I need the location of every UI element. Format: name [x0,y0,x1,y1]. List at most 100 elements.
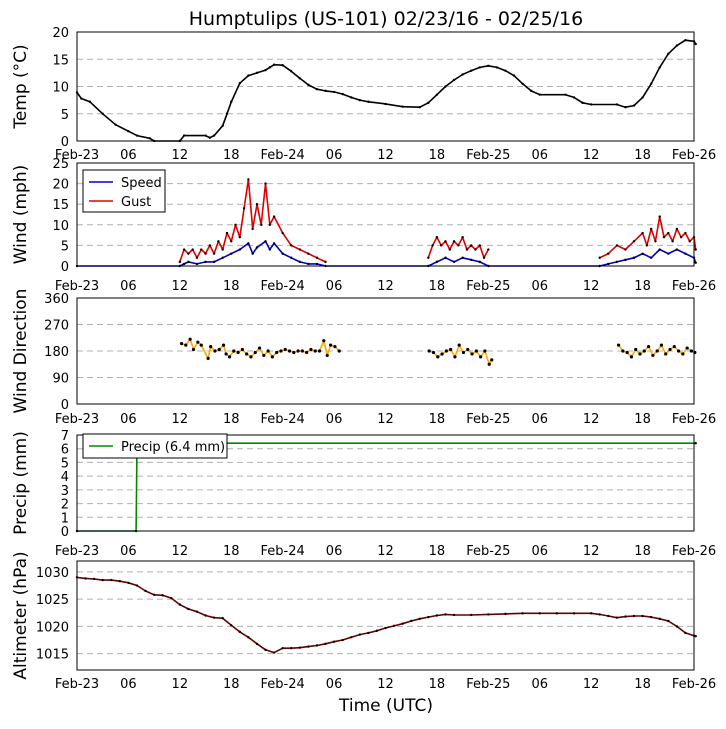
series-point-wind [315,262,319,266]
series-point-wind [461,235,464,239]
wind-direction-point [461,350,466,355]
series-point-wind [452,260,456,264]
series-point-temp [88,100,92,103]
series-point-altimeter [221,617,224,620]
x-tick-label-precip: 18 [634,544,651,559]
x-tick-label-temp: 12 [172,148,189,163]
series-point-wind [255,246,259,249]
series-point-altimeter [504,612,507,616]
x-tick-label-wind: 06 [531,279,548,294]
wind-direction-point [196,340,200,344]
wind-direction-point [646,344,651,349]
series-point-altimeter [598,613,601,616]
series-point-altimeter [238,630,242,634]
series-point-wind [221,256,224,259]
x-tick-label-altimeter: 06 [531,677,548,692]
series-point-wind [264,182,267,185]
series-point-wind [212,252,216,255]
series-point-wind [478,260,481,264]
series-point-altimeter [684,631,687,635]
series-point-wind [474,248,477,251]
x-tick-label-temp: 18 [634,148,651,163]
series-point-temp [264,68,267,72]
series-point-wind [457,244,460,247]
wind-direction-segment [326,344,332,356]
series-point-altimeter [272,651,276,654]
x-tick-label-wind_dir: Feb-25 [466,412,510,427]
wind-direction-point [466,347,470,352]
y-tick-label-precip: 2 [61,498,69,513]
series-point-wind [195,256,199,259]
series-point-wind [208,244,212,247]
y-tick-label-precip: 3 [61,484,69,499]
series-point-altimeter [469,613,473,617]
x-tick-label-wind: 18 [429,279,446,294]
series-point-temp [307,83,310,87]
series-point-wind [290,256,293,259]
y-tick-label-wind: 25 [52,157,69,172]
series-point-altimeter [307,645,310,648]
wind-direction-point [296,349,300,353]
legend-entry-wind: Speed [121,176,162,191]
x-axis-label: Time (UTC) [338,696,433,716]
x-tick-label-temp: Feb-23 [55,148,99,163]
series-point-wind [187,260,190,264]
series-point-altimeter [332,640,336,643]
series-point-wind [465,248,469,251]
series-point-altimeter [694,635,697,638]
wind-direction-point [191,347,196,352]
series-point-wind [268,223,272,226]
wind-direction-point [431,350,436,355]
plot-frame-precip [76,434,695,532]
series-point-temp [281,64,284,67]
series-point-altimeter [118,579,122,583]
wind-direction-point [659,343,664,347]
series-point-temp [350,96,353,99]
y-axis-label-wind_dir: Wind Direction [11,289,31,414]
series-point-altimeter [92,577,96,581]
series-point-altimeter [170,596,173,600]
wind-direction-point [329,343,333,347]
series-point-temp [589,103,593,106]
chart-title: Humptulips (US-101) 02/23/16 - 02/25/16 [189,8,584,30]
y-tick-label-precip: 0 [61,525,69,540]
series-point-wind [431,244,434,247]
wind-direction-segment [318,340,325,352]
wind-direction-point [209,344,213,349]
wind-direction-point [317,349,322,353]
series-point-wind [260,223,263,226]
series-point-wind [675,248,679,251]
series-point-altimeter [607,614,610,618]
wind-direction-point [642,349,646,353]
wind-direction-point [621,349,625,353]
wind-direction-point [292,350,296,355]
series-point-temp [632,104,636,107]
wind-direction-point [436,355,440,359]
series-point-altimeter [538,612,541,615]
series-point-wind [654,240,657,243]
series-point-temp [315,88,319,91]
series-point-temp [581,101,584,105]
x-tick-label-wind_dir: 18 [429,412,446,427]
y-tick-label-precip: 7 [61,429,69,444]
series-point-wind [264,240,267,243]
wind-direction-point [479,355,483,359]
x-tick-label-precip: Feb-24 [261,544,305,559]
series-point-altimeter [649,615,653,619]
series-point-wind [217,240,220,243]
series-point-altimeter [589,612,593,615]
series-point-altimeter [367,631,370,635]
x-tick-label-wind_dir: 18 [223,412,240,427]
series-point-temp [341,92,344,96]
wind-direction-point [685,346,689,350]
series-point-wind [255,203,259,206]
wind-direction-point [490,358,494,362]
legend-entry-wind: Gust [121,195,151,210]
series-point-wind [624,248,627,251]
series-point-altimeter [555,612,559,615]
x-tick-label-wind_dir: 12 [172,412,189,427]
wind-direction-point [305,350,309,355]
series-point-wind [427,256,430,259]
